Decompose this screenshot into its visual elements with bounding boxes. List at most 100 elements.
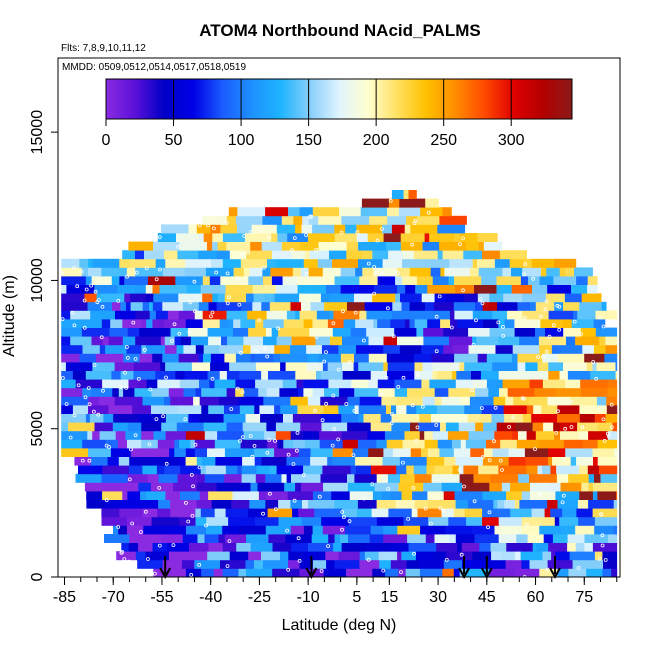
sample-point — [461, 288, 465, 293]
heatmap-cell — [490, 473, 519, 483]
sample-point — [286, 567, 291, 572]
heatmap-cell — [573, 310, 578, 320]
y-tick-label: 5000 — [29, 411, 46, 447]
flights-label: Flts: 7,8,9,10,11,12 — [61, 43, 146, 54]
heatmap-cell — [512, 344, 540, 354]
heatmap-cell — [152, 301, 163, 311]
heatmap-cell — [295, 370, 317, 380]
heatmap-cell — [518, 430, 527, 440]
heatmap-cell — [478, 267, 503, 277]
sample-point — [252, 443, 257, 448]
heatmap-cell — [246, 293, 254, 303]
heatmap-cell — [356, 465, 372, 475]
heatmap-cell — [529, 396, 548, 406]
heatmap-cell — [288, 207, 300, 217]
heatmap-cell — [449, 310, 455, 320]
heatmap-cell — [266, 387, 280, 397]
heatmap-cell — [587, 276, 598, 285]
heatmap-cell — [369, 534, 384, 543]
sample-point — [538, 314, 543, 319]
heatmap-cell — [594, 525, 614, 535]
heatmap-cell — [112, 301, 121, 311]
heatmap-cell — [304, 439, 321, 449]
heatmap-cell — [164, 319, 186, 328]
heatmap-cell — [190, 336, 209, 346]
heatmap-cell — [548, 456, 553, 466]
heatmap-cell — [323, 482, 349, 492]
heatmap-cell — [308, 215, 319, 225]
heatmap-cell — [220, 559, 230, 569]
heatmap-cell — [377, 319, 391, 328]
heatmap-cell — [471, 370, 482, 380]
heatmap-cell — [523, 370, 549, 380]
heatmap-cell — [320, 293, 331, 303]
sample-point — [261, 265, 266, 270]
sample-point — [479, 406, 484, 411]
heatmap-cell — [531, 508, 545, 518]
heatmap-cell — [605, 413, 618, 423]
heatmap-cell — [102, 353, 124, 363]
heatmap-cell — [287, 327, 310, 337]
sample-point — [267, 491, 272, 496]
heatmap-cell — [611, 568, 618, 577]
heatmap-cell — [199, 379, 210, 389]
heatmap-cell — [269, 465, 278, 475]
heatmap-cell — [283, 319, 304, 328]
heatmap-cell — [428, 516, 449, 526]
heatmap-cell — [482, 456, 510, 466]
heatmap-cell — [334, 499, 359, 509]
heatmap-cell — [323, 405, 339, 414]
heatmap-cell — [577, 310, 596, 320]
heatmap-cell — [183, 344, 197, 354]
heatmap-cell — [391, 413, 420, 423]
heatmap-cell — [358, 241, 387, 251]
sample-point — [395, 271, 400, 276]
heatmap-cell — [328, 379, 352, 389]
heatmap-cell — [434, 534, 450, 543]
heatmap-cell — [454, 491, 483, 500]
heatmap-cell — [188, 327, 208, 337]
heatmap-cell — [196, 456, 203, 466]
y-tick-label: 10000 — [29, 258, 46, 303]
sample-point — [83, 395, 88, 400]
heatmap-cell — [449, 336, 473, 346]
heatmap-cell — [198, 353, 204, 363]
heatmap-cell — [128, 241, 154, 251]
heatmap-cell — [482, 250, 501, 260]
heatmap-cell — [238, 396, 264, 406]
heatmap-cell — [437, 224, 466, 234]
x-tick-label: 5 — [352, 589, 361, 606]
sample-point — [294, 448, 299, 453]
heatmap-cell — [218, 396, 240, 406]
heatmap-cell — [208, 491, 233, 500]
heatmap-cell — [241, 301, 253, 311]
heatmap-cell — [357, 439, 377, 449]
heatmap-cell — [116, 551, 137, 561]
heatmap-cell — [61, 276, 87, 285]
sample-point — [438, 506, 443, 511]
heatmap-cell — [155, 258, 166, 268]
heatmap-cell — [115, 430, 126, 440]
heatmap-cell — [411, 293, 423, 303]
heatmap-cell — [395, 293, 401, 303]
heatmap-cell — [390, 491, 402, 500]
sample-point — [210, 310, 215, 315]
heatmap-cell — [257, 482, 285, 492]
heatmap-cell — [462, 559, 486, 569]
heatmap-cell — [517, 353, 543, 363]
sample-point — [353, 310, 358, 315]
heatmap-cell — [333, 310, 360, 320]
sample-point — [480, 301, 485, 306]
sample-point — [72, 323, 77, 328]
heatmap-cell — [247, 310, 267, 320]
heatmap-cell — [407, 534, 427, 543]
heatmap-cell — [454, 353, 479, 363]
heatmap-cell — [372, 250, 389, 260]
sample-point — [267, 438, 272, 442]
heatmap-cell — [114, 362, 135, 371]
heatmap-cell — [351, 379, 369, 389]
heatmap-cell — [307, 499, 335, 509]
heatmap-cell — [309, 250, 330, 260]
sample-point — [470, 388, 474, 393]
heatmap-cell — [369, 215, 388, 225]
